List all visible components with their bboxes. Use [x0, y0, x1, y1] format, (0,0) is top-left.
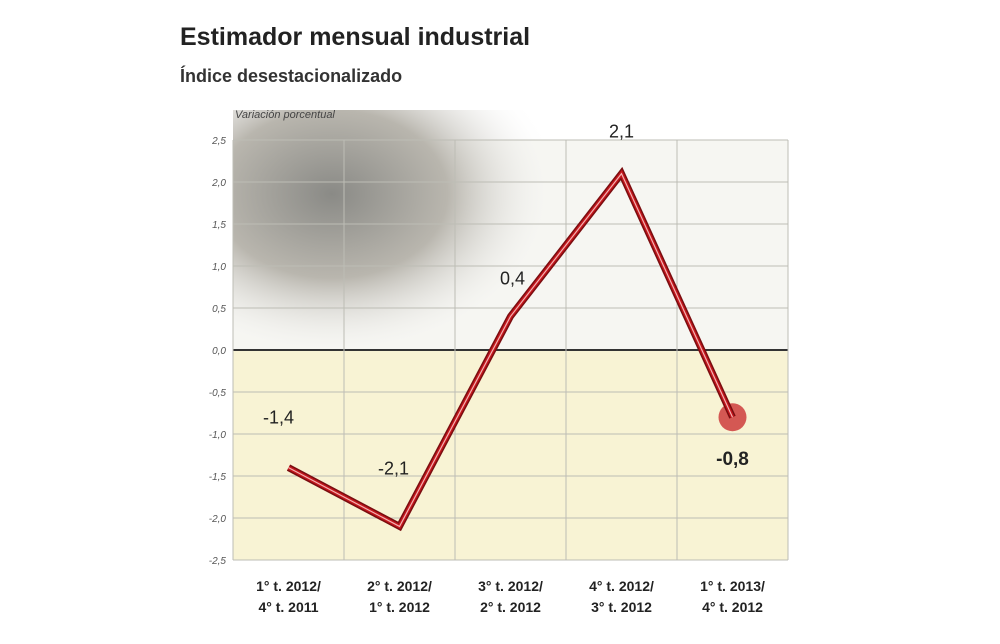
y-tick-label: 0,5: [212, 304, 226, 315]
x-tick-label: 4° t. 2012/ 3° t. 2012: [589, 578, 654, 615]
chart-subtitle: Índice desestacionalizado: [180, 65, 402, 86]
x-tick-label: 2° t. 2012/ 1° t. 2012: [367, 578, 432, 615]
x-tick-label: 1° t. 2012/ 4° t. 2011: [256, 578, 321, 615]
lower-bg: [233, 350, 788, 560]
y-tick-label: -0,5: [209, 388, 227, 399]
y-tick-label: 1,0: [212, 262, 226, 273]
y-tick-label: 2,0: [211, 178, 226, 189]
data-label: -2,1: [378, 458, 409, 478]
data-label: 0,4: [500, 268, 525, 288]
data-label: -1,4: [263, 408, 294, 428]
y-tick-label: -1,5: [209, 472, 227, 483]
y-tick-label: 2,5: [211, 136, 226, 147]
y-tick-label: -2,5: [209, 556, 227, 567]
y-tick-label: -1,0: [209, 430, 227, 441]
photo-bg: [233, 110, 563, 350]
chart-title: Estimador mensual industrial: [180, 23, 530, 51]
x-tick-label: 3° t. 2012/ 2° t. 2012: [478, 578, 543, 615]
line-highlight: [288, 172, 734, 528]
data-label: -0,8: [716, 449, 749, 470]
y-tick-label: -2,0: [209, 514, 227, 525]
y-tick-label: 1,5: [212, 220, 226, 231]
y-tick-label: 0,0: [212, 346, 226, 357]
x-tick-label: 1° t. 2013/ 4° t. 2012: [700, 578, 765, 615]
y-axis-label: Variación porcentual: [235, 109, 335, 121]
data-label: 2,1: [609, 122, 634, 142]
